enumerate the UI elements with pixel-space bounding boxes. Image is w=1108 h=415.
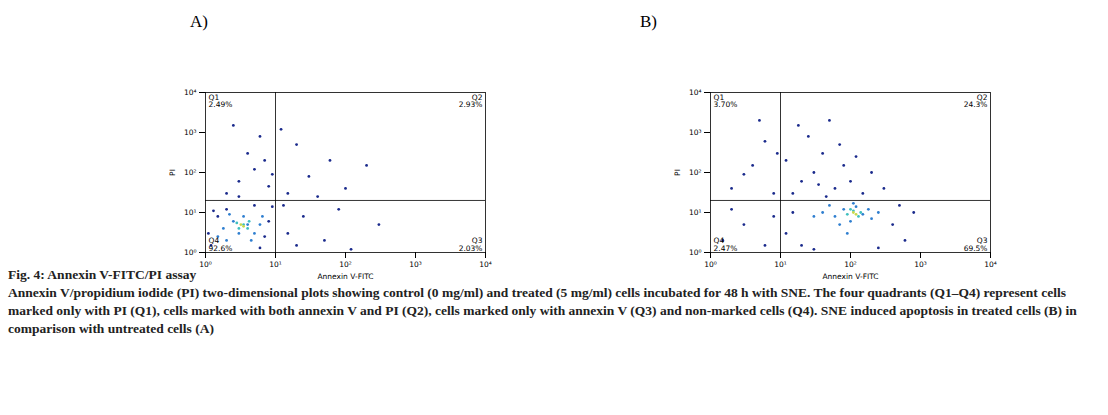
svg-text:Q369.5%: Q369.5%	[964, 236, 988, 253]
svg-text:Q12.49%: Q12.49%	[209, 93, 233, 110]
html-text:B): B)	[640, 12, 657, 31]
svg-text:10⁴: 10⁴	[689, 88, 702, 97]
svg-text:10²: 10²	[184, 168, 197, 177]
svg-text:PI: PI	[673, 169, 682, 176]
svg-text:10⁴: 10⁴	[479, 260, 492, 269]
html-text:Annexin V/propidium iodide (PI: Annexin V/propidium iodide (PI) two-dime…	[8, 285, 1077, 336]
svg-text:10⁴: 10⁴	[984, 260, 997, 269]
svg-text:10²: 10²	[339, 260, 352, 269]
svg-text:Q42.47%: Q42.47%	[714, 236, 738, 253]
svg-text:Annexin V-FITC: Annexin V-FITC	[822, 272, 878, 281]
html-text:Fig. 4: Annexin V-FITC/PI assa: Fig. 4: Annexin V-FITC/PI assay	[8, 267, 197, 282]
html-text:A): A)	[190, 12, 208, 31]
svg-text:10³: 10³	[689, 128, 702, 137]
svg-text:Q492.6%: Q492.6%	[209, 236, 233, 253]
svg-text:PI: PI	[168, 169, 177, 176]
svg-text:10³: 10³	[184, 128, 197, 137]
svg-text:10²: 10²	[844, 260, 857, 269]
svg-text:10¹: 10¹	[184, 208, 197, 217]
svg-text:10⁰: 10⁰	[199, 260, 212, 269]
svg-text:10¹: 10¹	[269, 260, 282, 269]
svg-text:Q22.93%: Q22.93%	[459, 93, 483, 110]
svg-text:10¹: 10¹	[774, 260, 787, 269]
svg-text:10⁰: 10⁰	[704, 260, 717, 269]
svg-text:10⁴: 10⁴	[184, 88, 197, 97]
svg-text:Q224.3%: Q224.3%	[964, 93, 988, 110]
svg-text:10²: 10²	[689, 168, 702, 177]
svg-text:10³: 10³	[914, 260, 927, 269]
svg-text:10³: 10³	[409, 260, 422, 269]
svg-text:10⁰: 10⁰	[689, 248, 702, 257]
svg-text:10⁰: 10⁰	[184, 248, 197, 257]
svg-text:Annexin V-FITC: Annexin V-FITC	[317, 272, 373, 281]
svg-text:Q13.70%: Q13.70%	[714, 93, 738, 110]
svg-text:10¹: 10¹	[689, 208, 702, 217]
svg-text:Q32.03%: Q32.03%	[459, 236, 483, 253]
